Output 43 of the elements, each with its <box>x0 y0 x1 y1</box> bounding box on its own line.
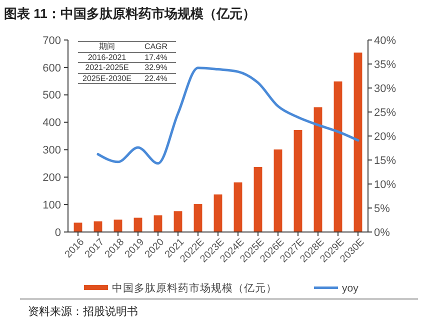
bar <box>114 220 122 232</box>
y2-tick-label: 20% <box>374 130 396 143</box>
legend-label: yoy <box>342 282 360 295</box>
bar <box>194 204 202 232</box>
text: 资料来源：招股说明书 <box>28 304 138 318</box>
bar <box>74 222 82 232</box>
y-tick-label: 700 <box>42 34 61 47</box>
y-tick-label: 200 <box>42 172 61 184</box>
bar <box>294 130 302 232</box>
bar <box>214 194 222 232</box>
annotation: 32.9% <box>144 62 168 73</box>
annotation: 22.4% <box>144 73 168 84</box>
y2-tick-label: 35% <box>374 58 396 71</box>
annotation: 2016-2021 <box>86 52 128 62</box>
bar <box>134 218 142 232</box>
y-tick-label: 300 <box>42 144 61 157</box>
annotation: 期间 <box>98 42 116 52</box>
bar <box>334 81 342 232</box>
y2-tick-label: 40% <box>374 34 396 47</box>
bar <box>254 166 262 232</box>
bar <box>274 149 282 232</box>
y2-tick-label: 10% <box>374 178 396 191</box>
y-tick-label: 0 <box>54 226 61 239</box>
bar <box>314 107 322 232</box>
bar <box>234 182 242 232</box>
chart-title: 图表 11：中国多肽原料药市场规模（亿元） <box>4 6 256 21</box>
y-tick-label: 600 <box>42 62 61 74</box>
legend-label: 中国多肽原料药市场规模（亿元） <box>112 282 277 295</box>
annotation: 2025E-2030E <box>82 73 132 84</box>
bar <box>174 211 182 232</box>
bar <box>354 52 362 232</box>
y-tick-label: 500 <box>42 90 61 102</box>
y2-tick-label: 15% <box>374 154 396 167</box>
bar <box>154 215 162 232</box>
annotation: 17.4% <box>144 52 168 62</box>
y-tick-label: 400 <box>42 117 61 130</box>
y-tick-label: 100 <box>42 199 61 212</box>
y2-tick-label: 0% <box>374 226 390 239</box>
y2-tick-label: 5% <box>374 202 390 215</box>
annotation: 2021-2025E <box>84 62 130 73</box>
annotation: CAGR <box>143 42 169 52</box>
y2-tick-label: 30% <box>374 82 396 95</box>
y2-tick-label: 25% <box>374 106 396 119</box>
